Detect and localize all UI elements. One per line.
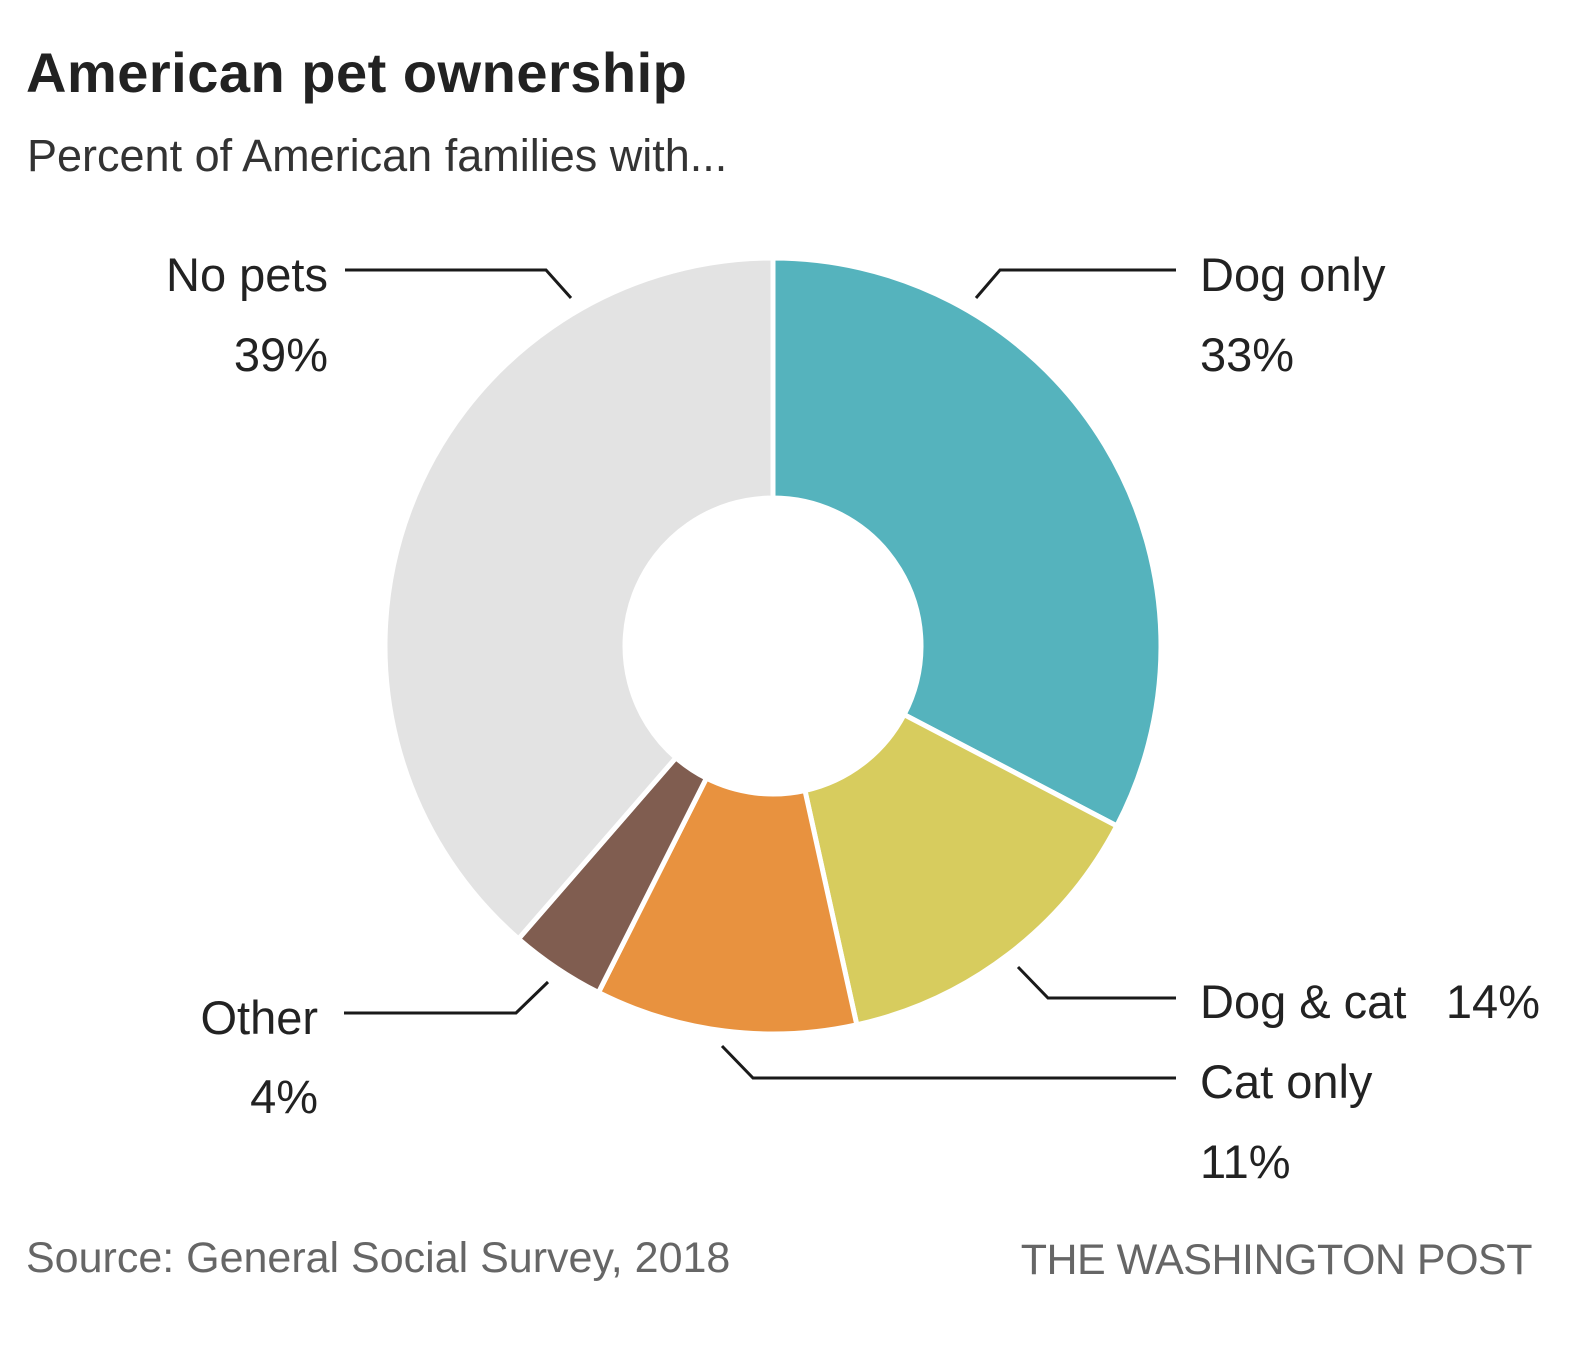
chart-subtitle: Percent of American families with... (27, 130, 728, 181)
value-label-no-pets: 39% (234, 328, 328, 381)
label-dog-only: Dog only (1200, 248, 1386, 301)
value-label-dog-cat: 14% (1446, 975, 1540, 1028)
leader-line-cat-only (720, 1044, 1176, 1080)
leader-line-other (344, 980, 550, 1015)
value-label-dog-only: 33% (1200, 328, 1294, 381)
slice-cat-only (595, 774, 860, 1037)
leader-line-no-pets (345, 268, 573, 299)
publisher-credit: THE WASHINGTON POST (1020, 1236, 1533, 1284)
value-label-cat-only: 11% (1200, 1135, 1291, 1188)
leader-line-dog-only (974, 268, 1176, 299)
leader-line-dog-cat (1016, 965, 1176, 1000)
source-note: Source: General Social Survey, 2018 (26, 1234, 731, 1282)
label-no-pets: No pets (166, 248, 328, 301)
value-label-other: 4% (250, 1070, 318, 1123)
label-dog-cat: Dog & cat (1200, 975, 1406, 1028)
slices-layer (382, 255, 1164, 1037)
slice-dog-only (770, 255, 1164, 830)
label-other: Other (200, 991, 318, 1044)
label-cat-only: Cat only (1200, 1055, 1373, 1108)
slice-dog-cat (801, 711, 1121, 1028)
chart-title: American pet ownership (26, 41, 688, 104)
slice-no-pets (382, 255, 776, 943)
